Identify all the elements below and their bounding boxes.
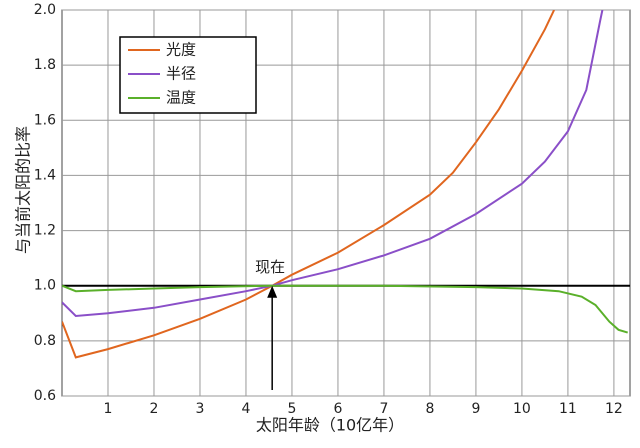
y-axis-label: 与当前太阳的比率 (14, 126, 33, 254)
annotation-text: 现在 (255, 258, 285, 276)
legend-label: 半径 (166, 65, 196, 83)
x-tick-label: 8 (425, 401, 434, 417)
legend-label: 光度 (166, 41, 196, 59)
x-tick-label: 7 (379, 401, 388, 417)
x-tick-label: 9 (471, 401, 480, 417)
y-tick-label: 2.0 (34, 2, 56, 18)
series-line (62, 10, 556, 359)
legend-label: 温度 (166, 89, 196, 107)
y-tick-label: 1.8 (34, 57, 56, 73)
y-tick-label: 0.8 (34, 333, 56, 349)
x-tick-label: 3 (196, 401, 205, 417)
x-tick-label: 4 (242, 401, 251, 417)
y-tick-label: 1.4 (34, 167, 56, 183)
y-tick-label: 0.6 (34, 388, 56, 404)
x-tick-label: 12 (605, 401, 623, 417)
x-tick-label: 2 (150, 401, 159, 417)
x-tick-label: 10 (513, 401, 531, 417)
x-tick-label: 5 (287, 401, 296, 417)
y-tick-label: 1.6 (34, 112, 56, 128)
y-tick-label: 1.0 (34, 278, 56, 294)
series-line (62, 284, 628, 334)
arrow-head (267, 285, 278, 298)
x-axis-label: 太阳年龄（10亿年） (256, 416, 404, 435)
series-line (62, 10, 604, 318)
x-tick-label: 11 (559, 401, 577, 417)
y-tick-label: 1.2 (34, 223, 56, 239)
x-tick-label: 1 (104, 401, 113, 417)
x-tick-label: 6 (333, 401, 342, 417)
